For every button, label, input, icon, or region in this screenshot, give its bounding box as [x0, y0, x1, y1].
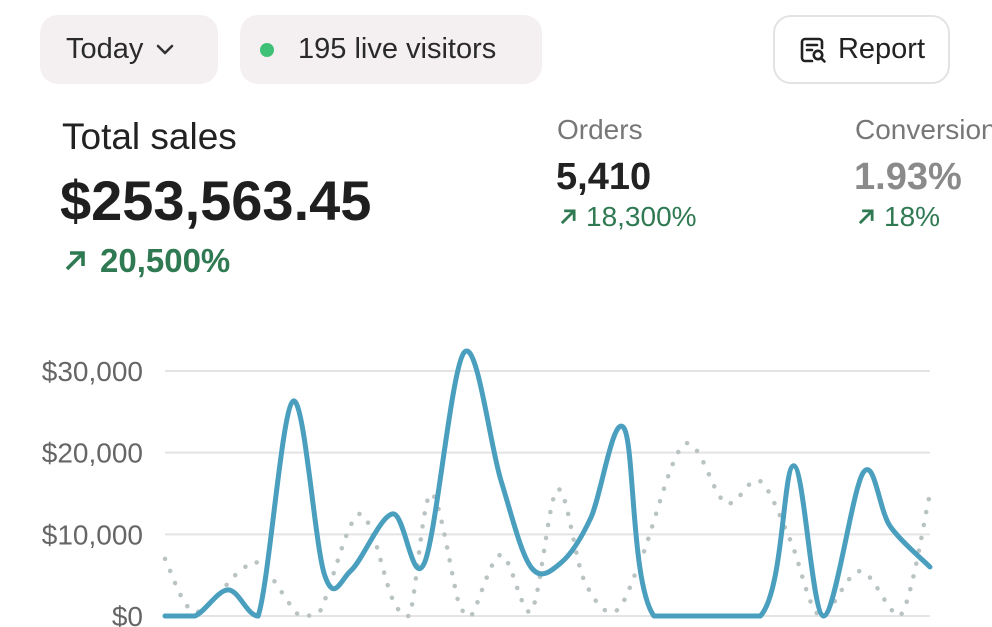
orders-change: 18,300% — [558, 201, 697, 233]
arrow-up-right-icon — [560, 209, 576, 225]
period-label: Today — [66, 33, 144, 65]
y-tick-label: $30,000 — [42, 356, 143, 387]
arrow-up-right-icon — [65, 251, 85, 271]
orders-value: 5,410 — [556, 156, 652, 198]
comparison-series-line — [162, 440, 933, 619]
conversion-change-value: 18% — [884, 201, 941, 232]
total-sales-change: 20,500% — [62, 242, 230, 280]
total-sales-change-value: 20,500% — [100, 242, 231, 279]
conversion-value: 1.93% — [854, 156, 962, 198]
report-button[interactable]: Report — [773, 15, 950, 84]
report-search-icon — [800, 37, 826, 63]
status-dot-icon — [260, 42, 274, 57]
sales-series-line — [162, 348, 933, 619]
orders-label: Orders — [557, 114, 643, 145]
y-tick-label: $10,000 — [42, 519, 143, 550]
total-sales-value: $253,563.45 — [60, 169, 372, 232]
sales-chart: $0 $10,000 $20,000 $30,000 — [42, 348, 933, 627]
period-selector[interactable]: Today — [40, 15, 218, 84]
chevron-down-icon — [157, 44, 174, 54]
arrow-up-right-icon — [858, 209, 874, 225]
report-label: Report — [837, 33, 926, 65]
conversion-label: Conversion — [855, 114, 992, 145]
y-tick-label: $0 — [112, 601, 143, 627]
y-tick-label: $20,000 — [42, 438, 143, 469]
live-visitors-label: 195 live visitors — [298, 33, 497, 65]
conversion-change: 18% — [856, 201, 940, 233]
live-visitors-button[interactable]: 195 live visitors — [240, 15, 542, 84]
orders-change-value: 18,300% — [586, 201, 697, 232]
total-sales-label: Total sales — [62, 116, 237, 157]
